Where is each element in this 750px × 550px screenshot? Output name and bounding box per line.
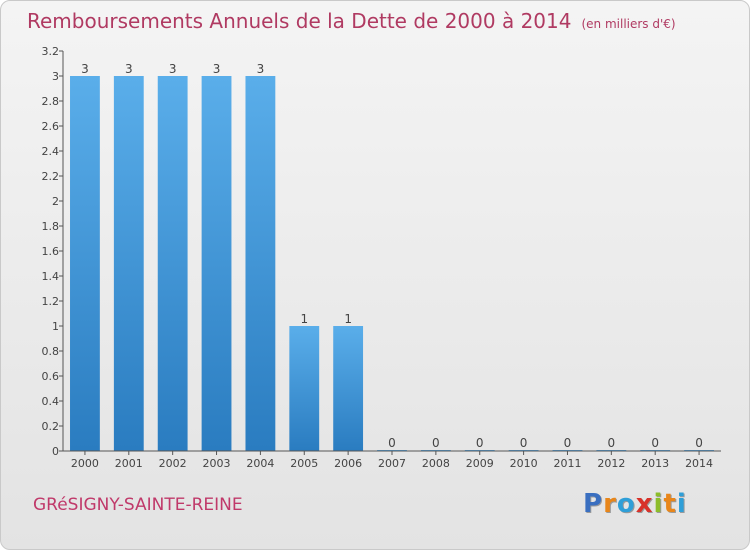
x-tick-label: 2000	[71, 457, 99, 470]
y-tick-label: 3	[52, 70, 59, 83]
x-tick-label: 2012	[597, 457, 625, 470]
brand-letter: r	[603, 489, 617, 519]
y-tick-label: 0.6	[42, 370, 60, 383]
x-tick-label: 2010	[510, 457, 538, 470]
x-tick-label: 2014	[685, 457, 713, 470]
data-label: 0	[564, 436, 572, 450]
y-tick-label: 0.2	[42, 420, 60, 433]
chart-unit-label: (en milliers d'€)	[581, 17, 676, 31]
brand-letter: t	[663, 489, 677, 519]
brand-logo: Proxiti	[583, 489, 687, 519]
bar	[201, 76, 232, 451]
data-label: 3	[257, 62, 265, 76]
brand-letter: x	[635, 489, 654, 519]
data-label: 0	[388, 436, 396, 450]
brand-letter: i	[653, 489, 664, 519]
data-label: 0	[695, 436, 703, 450]
y-tick-label: 2	[52, 195, 59, 208]
axes-group	[59, 50, 721, 455]
y-tick-label: 1.6	[42, 245, 60, 258]
y-tick-label: 2.6	[42, 120, 60, 133]
bar	[157, 76, 188, 451]
x-tick-label: 2009	[466, 457, 494, 470]
y-tick-label: 2.4	[42, 145, 60, 158]
x-tick-label: 2003	[203, 457, 231, 470]
y-tick-label: 1	[52, 320, 59, 333]
y-tick-label: 1.8	[42, 220, 60, 233]
x-tick-label: 2006	[334, 457, 362, 470]
bars-group	[70, 76, 714, 451]
chart-title-text: Remboursements Annuels de la Dette de 20…	[27, 9, 572, 33]
data-label: 3	[81, 62, 89, 76]
chart-title: Remboursements Annuels de la Dette de 20…	[27, 9, 676, 33]
y-tick-label: 1.2	[42, 295, 60, 308]
y-tick-label: 2.2	[42, 170, 60, 183]
x-tick-label: 2002	[159, 457, 187, 470]
data-label: 0	[520, 436, 528, 450]
bar	[245, 76, 276, 451]
data-label: 1	[300, 312, 308, 326]
data-label: 3	[125, 62, 133, 76]
x-tick-label: 2011	[553, 457, 581, 470]
data-label: 0	[608, 436, 616, 450]
x-tick-label: 2005	[290, 457, 318, 470]
brand-letter: i	[676, 489, 687, 519]
x-tick-label: 2007	[378, 457, 406, 470]
data-label: 0	[476, 436, 484, 450]
y-tick-label: 0.8	[42, 345, 60, 358]
x-tick-label: 2004	[246, 457, 274, 470]
bar	[113, 76, 144, 451]
data-label: 1	[344, 312, 352, 326]
y-tick-label: 0	[52, 445, 59, 458]
data-label: 3	[169, 62, 177, 76]
data-label: 3	[213, 62, 221, 76]
y-tick-label: 2.8	[42, 95, 60, 108]
data-label: 0	[432, 436, 440, 450]
commune-name: GRéSIGNY-SAINTE-REINE	[33, 495, 243, 515]
x-tick-label: 2013	[641, 457, 669, 470]
labels-group: 3200032001320023200332004120051200602007…	[42, 45, 714, 470]
y-tick-label: 0.4	[42, 395, 60, 408]
x-tick-label: 2001	[115, 457, 143, 470]
x-tick-label: 2008	[422, 457, 450, 470]
bar	[333, 326, 364, 451]
brand-letter: P	[583, 489, 604, 519]
bar	[70, 76, 100, 451]
y-tick-label: 3.2	[42, 45, 60, 58]
brand-letter: o	[616, 489, 636, 519]
data-label: 0	[651, 436, 659, 450]
bar	[289, 326, 320, 451]
y-tick-label: 1.4	[42, 270, 60, 283]
